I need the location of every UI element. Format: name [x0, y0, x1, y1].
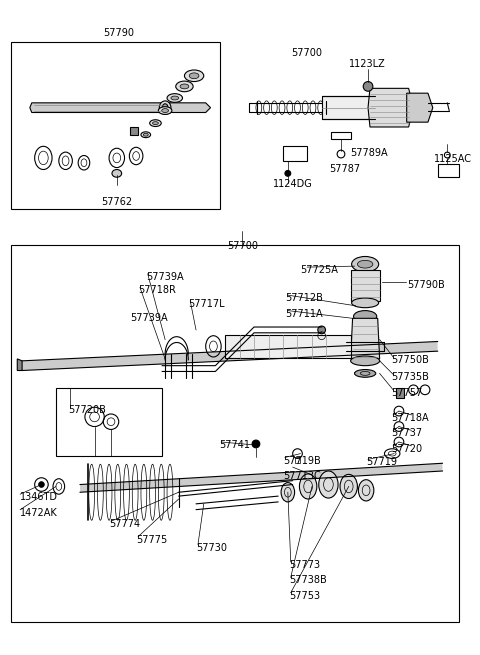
Ellipse shape [159, 101, 171, 115]
Polygon shape [368, 88, 413, 127]
Text: 57718A: 57718A [391, 413, 429, 423]
Text: 57730: 57730 [196, 542, 227, 553]
Circle shape [38, 481, 44, 487]
Ellipse shape [354, 310, 377, 322]
Text: 57790: 57790 [103, 28, 134, 39]
Text: 57720B: 57720B [69, 405, 107, 415]
Text: 57735B: 57735B [391, 373, 429, 383]
Text: 1346TD: 1346TD [20, 493, 58, 502]
Ellipse shape [158, 107, 172, 115]
Ellipse shape [340, 474, 358, 498]
Circle shape [318, 326, 325, 334]
Bar [11, 245, 459, 622]
Circle shape [363, 82, 373, 91]
Bar [56, 388, 162, 455]
Polygon shape [17, 359, 22, 371]
Text: 57787: 57787 [329, 164, 360, 174]
Text: 57737: 57737 [391, 428, 422, 438]
Text: 57711A: 57711A [285, 309, 323, 318]
Text: 57741: 57741 [219, 440, 250, 450]
Text: 57719B: 57719B [283, 455, 321, 466]
Ellipse shape [167, 94, 182, 102]
Bar [131, 127, 138, 135]
Ellipse shape [141, 132, 151, 138]
Polygon shape [322, 96, 375, 119]
Text: 57718R: 57718R [138, 286, 176, 295]
Ellipse shape [319, 471, 338, 498]
Ellipse shape [352, 298, 379, 308]
Ellipse shape [153, 122, 158, 124]
Text: 57717L: 57717L [188, 299, 225, 309]
Text: 57713C: 57713C [283, 471, 321, 481]
Circle shape [252, 440, 260, 448]
Text: 57739A: 57739A [146, 272, 183, 282]
Text: 57762: 57762 [101, 196, 132, 206]
Ellipse shape [281, 483, 295, 502]
Text: 57789A: 57789A [351, 148, 388, 159]
Bar [396, 388, 404, 398]
Text: 57739A: 57739A [131, 312, 168, 322]
Circle shape [285, 170, 291, 176]
Text: 57719: 57719 [366, 457, 397, 468]
Bar [11, 42, 220, 209]
Ellipse shape [112, 170, 121, 178]
Polygon shape [80, 463, 443, 493]
Ellipse shape [184, 70, 204, 82]
Polygon shape [407, 93, 433, 122]
Ellipse shape [150, 120, 161, 126]
Ellipse shape [358, 260, 373, 268]
Ellipse shape [171, 96, 179, 100]
Text: 1123LZ: 1123LZ [348, 60, 385, 69]
Ellipse shape [176, 81, 193, 92]
Text: 57700: 57700 [292, 48, 323, 58]
Text: 1124DG: 1124DG [273, 179, 313, 189]
Text: 57773: 57773 [289, 560, 320, 570]
Text: 57790B: 57790B [407, 280, 444, 290]
Text: 1125AC: 1125AC [434, 154, 472, 164]
Text: 1472AK: 1472AK [20, 508, 58, 517]
Text: 57775: 57775 [136, 534, 168, 545]
Ellipse shape [189, 73, 199, 79]
Polygon shape [225, 335, 351, 358]
Text: 57725A: 57725A [300, 265, 338, 275]
Ellipse shape [180, 84, 189, 89]
Polygon shape [351, 270, 380, 301]
Ellipse shape [162, 109, 168, 113]
Ellipse shape [351, 356, 380, 365]
Text: 57757: 57757 [391, 388, 422, 398]
Text: 57750B: 57750B [391, 355, 429, 365]
Polygon shape [351, 318, 380, 359]
Bar [295, 457, 300, 463]
Text: 57720: 57720 [391, 444, 422, 454]
Ellipse shape [144, 133, 148, 136]
Ellipse shape [352, 257, 379, 272]
Ellipse shape [355, 369, 376, 377]
Ellipse shape [300, 474, 317, 499]
Text: 57738B: 57738B [289, 575, 326, 586]
Text: 57700: 57700 [227, 241, 258, 251]
Ellipse shape [162, 103, 168, 111]
Polygon shape [30, 103, 211, 113]
Polygon shape [22, 341, 438, 371]
Text: 57774: 57774 [109, 519, 140, 529]
Ellipse shape [359, 479, 374, 501]
Text: 57753: 57753 [289, 591, 320, 601]
Text: 57712B: 57712B [285, 293, 323, 303]
